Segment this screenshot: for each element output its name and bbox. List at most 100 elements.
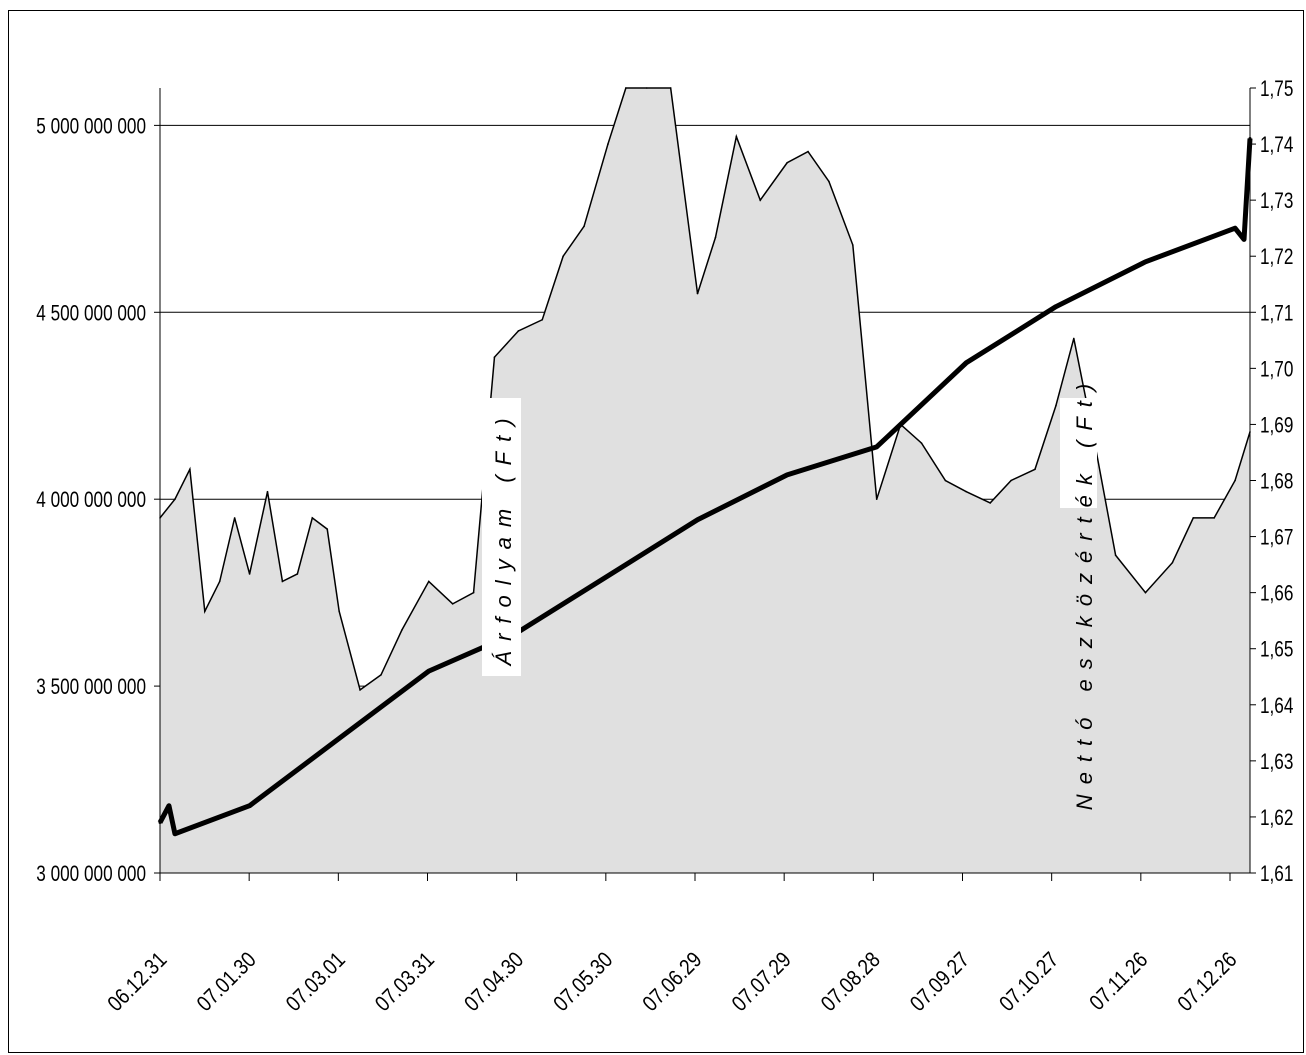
right-tick-label: 1,69 [1260, 413, 1293, 438]
area-point [944, 479, 947, 482]
right-tick-label: 1,64 [1260, 694, 1293, 719]
left-tick-label: 5 000 000 000 [36, 114, 146, 139]
x-tick-label: 07.10.27 [995, 948, 1063, 1016]
x-tick-label: 07.06.29 [639, 948, 707, 1016]
area-point [1114, 554, 1117, 557]
area-point [311, 517, 314, 519]
area-point [1192, 517, 1195, 519]
right-axis-ticks: 1,61 1,62 1,63 1,64 1,65 1,66 1,67 1,68 1,69 1,70… [1250, 77, 1293, 887]
area-point [1144, 591, 1147, 594]
area-point [203, 610, 206, 613]
x-tick-label: 07.07.29 [728, 948, 796, 1016]
area-point [281, 580, 284, 583]
right-tick-label: 1,71 [1260, 301, 1293, 326]
right-tick-label: 1,70 [1260, 357, 1293, 382]
left-tick-label: 4 000 000 000 [36, 488, 146, 513]
x-tick-label: 07.03.31 [371, 948, 439, 1016]
right-tick-label: 1,61 [1260, 862, 1293, 887]
area-point [248, 573, 251, 575]
x-tick-label: 07.01.30 [193, 948, 261, 1016]
price-point [785, 473, 789, 477]
area-point [1171, 561, 1174, 564]
x-tick-label: 07.12.26 [1174, 948, 1242, 1016]
area-point [326, 528, 329, 530]
area-point [1010, 479, 1012, 482]
area-point [427, 580, 430, 583]
price-point [1233, 226, 1237, 230]
area-point [920, 442, 923, 444]
area-point [852, 244, 854, 246]
area-point [607, 143, 609, 145]
area-point [1234, 479, 1236, 482]
area-point [583, 225, 585, 228]
price-label-bg [482, 398, 521, 676]
area-point [233, 517, 236, 519]
area-point [266, 490, 269, 493]
nav-axis-label: Nettó eszközérték (Ft) [1072, 374, 1097, 810]
area-series [159, 87, 1251, 873]
area-point [759, 199, 762, 201]
x-tick-label: 07.04.30 [460, 948, 528, 1016]
price-point [696, 518, 700, 522]
price-point [1143, 260, 1147, 264]
price-point [167, 804, 171, 808]
x-tick-label: 07.11.26 [1085, 948, 1152, 1015]
price-axis-label: Árfolyam (Ft) [491, 408, 516, 666]
area-point [338, 610, 340, 613]
x-tick-label: 06.12.31 [104, 948, 172, 1016]
right-tick-label: 1,65 [1260, 638, 1293, 663]
area-point [380, 674, 382, 676]
x-tick-label: 07.05.30 [549, 948, 617, 1016]
area-point [493, 356, 496, 358]
right-tick-label: 1,68 [1260, 470, 1293, 495]
area-point [735, 135, 738, 138]
area-point [517, 330, 520, 332]
area-point [786, 161, 788, 164]
price-point [427, 669, 431, 673]
area-point [541, 318, 544, 321]
area-outline [159, 87, 1251, 692]
price-point [875, 445, 879, 449]
area-point [989, 502, 991, 504]
x-tick-label: 07.08.28 [817, 948, 885, 1016]
axis-labels: Árfolyam (Ft) Nettó eszközérték (Ft) [482, 374, 1097, 810]
left-axis-ticks: 3 000 000 000 3 500 000 000 4 000 000 000 4… [36, 114, 160, 887]
right-tick-label: 1,73 [1260, 189, 1293, 214]
left-tick-label: 3 500 000 000 [36, 675, 146, 700]
area-point [296, 573, 299, 575]
price-point [173, 832, 177, 836]
left-tick-label: 4 500 000 000 [36, 301, 146, 326]
price-point [337, 736, 341, 740]
nav-label-bg [1060, 398, 1097, 508]
right-tick-label: 1,74 [1260, 133, 1293, 158]
area-point [875, 498, 878, 500]
area-point [1073, 337, 1075, 340]
right-tick-label: 1,62 [1260, 806, 1293, 831]
area-point [562, 255, 564, 258]
area-point [696, 292, 699, 295]
area-point [714, 236, 717, 239]
area-point [189, 468, 191, 471]
area-point [359, 689, 361, 691]
area-point [1213, 517, 1215, 519]
area-point [174, 498, 176, 500]
area-point [472, 591, 475, 594]
area-point [807, 150, 809, 153]
x-tick-label: 07.03.01 [282, 948, 350, 1016]
area-point [669, 87, 672, 89]
left-tick-label: 3 000 000 000 [36, 862, 146, 887]
chart-frame [8, 10, 1304, 1053]
price-point [248, 804, 252, 808]
area-point [625, 87, 627, 89]
area-point [451, 603, 454, 605]
x-axis-ticks: 06.12.31 07.01.30 07.03.01 07.03.31 07.04.30… [104, 873, 1242, 1016]
area-point [828, 180, 830, 183]
price-point [964, 361, 968, 365]
price-point [606, 574, 610, 578]
right-tick-label: 1,75 [1260, 77, 1293, 102]
area-point [645, 87, 648, 89]
right-tick-label: 1,63 [1260, 750, 1293, 775]
area-point [965, 490, 968, 493]
price-point [1054, 305, 1058, 309]
